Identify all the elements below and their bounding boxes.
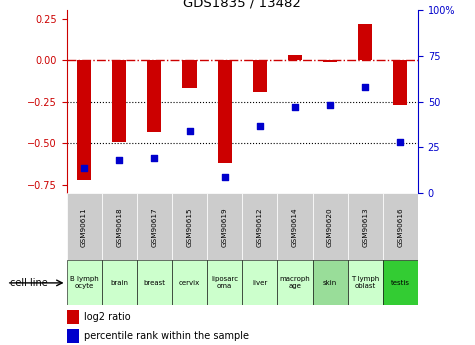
Bar	[383, 260, 418, 305]
Bar	[172, 193, 207, 260]
Text: GSM90616: GSM90616	[398, 207, 403, 247]
Text: testis: testis	[391, 280, 410, 286]
Bar	[218, 60, 232, 163]
Point	[326, 103, 334, 108]
Bar	[313, 193, 348, 260]
Text: liposarc
oma: liposarc oma	[211, 276, 238, 289]
Text: GSM90613: GSM90613	[362, 207, 368, 247]
Point	[361, 85, 369, 90]
Point	[115, 158, 123, 163]
Text: cell line: cell line	[10, 278, 47, 288]
Text: brain: brain	[110, 280, 128, 286]
Point	[80, 165, 88, 170]
Text: macroph
age: macroph age	[280, 276, 310, 289]
Bar	[348, 260, 383, 305]
Bar	[242, 260, 277, 305]
Text: percentile rank within the sample: percentile rank within the sample	[84, 331, 249, 341]
Point	[151, 156, 158, 161]
Text: liver: liver	[252, 280, 267, 286]
Bar	[172, 260, 207, 305]
Bar	[77, 60, 91, 180]
Bar	[137, 193, 172, 260]
Bar	[277, 193, 313, 260]
Bar	[207, 260, 242, 305]
Bar	[393, 60, 408, 105]
Text: GSM90620: GSM90620	[327, 207, 333, 247]
Bar	[112, 60, 126, 142]
Text: GSM90615: GSM90615	[187, 207, 192, 247]
Bar	[66, 193, 102, 260]
Text: GSM90614: GSM90614	[292, 207, 298, 247]
Bar	[313, 260, 348, 305]
Text: skin: skin	[323, 280, 337, 286]
Bar	[253, 60, 267, 92]
Bar	[66, 329, 79, 343]
Bar	[137, 260, 172, 305]
Point	[256, 123, 264, 128]
Bar	[182, 60, 197, 88]
Bar	[358, 24, 372, 60]
Point	[291, 105, 299, 110]
Text: B lymph
ocyte: B lymph ocyte	[70, 276, 98, 289]
Text: breast: breast	[143, 280, 165, 286]
Title: GDS1835 / 13482: GDS1835 / 13482	[183, 0, 301, 9]
Bar	[102, 260, 137, 305]
Bar	[102, 193, 137, 260]
Bar	[207, 193, 242, 260]
Bar	[242, 193, 277, 260]
Text: GSM90618: GSM90618	[116, 207, 122, 247]
Text: log2 ratio: log2 ratio	[84, 312, 131, 322]
Point	[397, 139, 404, 145]
Text: GSM90611: GSM90611	[81, 207, 87, 247]
Bar	[147, 60, 162, 132]
Text: GSM90619: GSM90619	[222, 207, 228, 247]
Bar	[277, 260, 313, 305]
Bar	[66, 260, 102, 305]
Text: cervix: cervix	[179, 280, 200, 286]
Bar	[348, 193, 383, 260]
Text: GSM90617: GSM90617	[152, 207, 157, 247]
Bar	[383, 193, 418, 260]
Bar	[323, 60, 337, 62]
Point	[221, 174, 228, 179]
Bar	[66, 310, 79, 324]
Bar	[288, 55, 302, 60]
Text: T lymph
oblast: T lymph oblast	[351, 276, 380, 289]
Text: GSM90612: GSM90612	[257, 207, 263, 247]
Point	[186, 128, 193, 134]
